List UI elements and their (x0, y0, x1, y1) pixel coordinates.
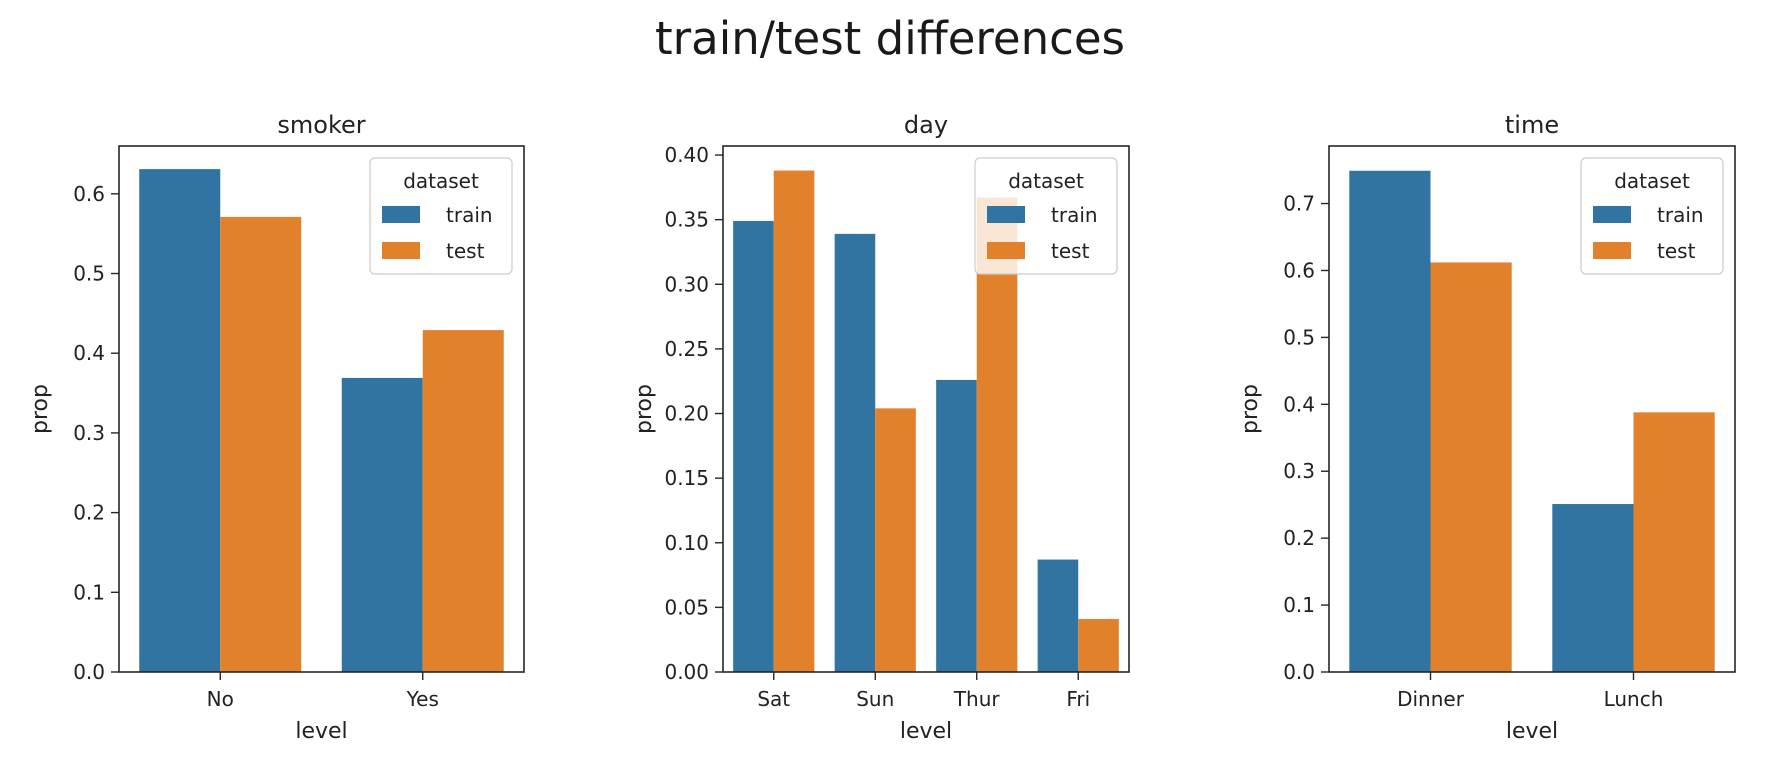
bar-test-yes (422, 330, 504, 672)
x-axis-label: level (1506, 719, 1558, 744)
legend-swatch-test (987, 242, 1025, 259)
bar-test-dinner (1430, 262, 1512, 672)
y-tick-label: 0.4 (73, 341, 105, 365)
legend: dataset train test (369, 157, 513, 275)
subplot-title: smoker (277, 111, 365, 139)
y-tick-label: 0.6 (73, 182, 105, 206)
legend-swatch-test (382, 242, 420, 259)
legend: dataset train test (974, 157, 1118, 275)
y-tick-label: 0.6 (1283, 258, 1315, 282)
legend-title: dataset (1008, 169, 1084, 193)
y-tick-label: 0.25 (664, 337, 709, 361)
bar-test-sun (875, 408, 916, 672)
bar-test-lunch (1633, 412, 1715, 672)
y-tick-label: 0.2 (1283, 526, 1315, 550)
y-axis-label: prop (632, 384, 657, 434)
subplot-time: 0.0 0.1 0.2 0.3 0.4 0.5 0.6 0.7 Dinner Lunch time l… (1238, 111, 1736, 744)
subplot-smoker: 0.0 0.1 0.2 0.3 0.4 0.5 0.6 No Yes smoker level pro… (28, 111, 525, 744)
y-tick-label: 0.4 (1283, 392, 1315, 416)
legend-swatch-train (987, 206, 1025, 223)
y-tick-label: 0.0 (73, 660, 105, 684)
legend-swatch-train (382, 206, 420, 223)
bar-test-no (220, 216, 302, 672)
legend-label-train: train (1051, 203, 1098, 227)
axes-frame (118, 145, 525, 673)
bar-train-no (139, 169, 221, 672)
bar-test-thur (976, 197, 1018, 673)
y-tick-label: 0.00 (664, 660, 709, 684)
y-tick-label: 0.40 (664, 143, 709, 167)
y-tick-label: 0.0 (1283, 660, 1315, 684)
y-tick-label: 0.05 (664, 595, 709, 619)
y-tick-label: 0.10 (664, 531, 709, 555)
legend-label-train: train (446, 203, 493, 227)
legend-title: dataset (1614, 169, 1690, 193)
y-tick-label: 0.35 (664, 208, 709, 232)
y-tick-label: 0.1 (73, 580, 105, 604)
bar-test-fri (1078, 619, 1119, 672)
legend-label-test: test (1657, 239, 1696, 263)
axes-frame (1328, 145, 1736, 673)
bar-train-thur (936, 379, 977, 672)
x-tick-label: Lunch (1604, 687, 1664, 711)
bar-test-sat (773, 170, 815, 672)
x-tick-label: Yes (406, 687, 439, 711)
y-tick-label: 0.3 (1283, 459, 1315, 483)
bar-train-sat (733, 220, 774, 672)
y-tick-label: 0.5 (73, 262, 105, 286)
axes-frame (722, 145, 1130, 673)
figure-title: train/test differences (655, 12, 1125, 65)
y-tick-label: 0.15 (664, 466, 709, 490)
y-tick-label: 0.20 (664, 402, 709, 426)
legend-label-test: test (446, 239, 485, 263)
bar-train-yes (341, 377, 423, 672)
y-tick-label: 0.3 (73, 421, 105, 445)
x-tick-label: No (207, 687, 234, 711)
y-axis-label: prop (1238, 384, 1263, 434)
x-tick-label: Sat (757, 687, 790, 711)
subplot-title: time (1505, 111, 1559, 139)
subplot-day: 0.00 0.05 0.10 0.15 0.20 0.25 0.30 0.35 0.40 Sat S… (632, 111, 1130, 744)
x-tick-label: Sun (856, 687, 894, 711)
legend: dataset train test (1580, 157, 1724, 275)
x-tick-label: Fri (1066, 687, 1090, 711)
bar-train-fri (1037, 559, 1079, 672)
bar-train-lunch (1552, 504, 1634, 672)
y-tick-label: 0.5 (1283, 325, 1315, 349)
x-axis-label: level (295, 719, 347, 744)
y-tick-label: 0.7 (1283, 192, 1315, 216)
legend-swatch-train (1593, 206, 1631, 223)
x-axis-label: level (900, 719, 952, 744)
y-tick-label: 0.1 (1283, 593, 1315, 617)
y-tick-label: 0.2 (73, 501, 105, 525)
legend-label-train: train (1657, 203, 1704, 227)
y-axis-label: prop (28, 384, 53, 434)
x-tick-label: Dinner (1397, 687, 1465, 711)
legend-label-test: test (1051, 239, 1090, 263)
legend-title: dataset (403, 169, 479, 193)
subplot-title: day (904, 111, 948, 139)
bar-train-sun (834, 233, 876, 672)
bar-train-dinner (1349, 170, 1431, 673)
y-tick-label: 0.30 (664, 272, 709, 296)
legend-swatch-test (1593, 242, 1631, 259)
x-tick-label: Thur (953, 687, 1001, 711)
